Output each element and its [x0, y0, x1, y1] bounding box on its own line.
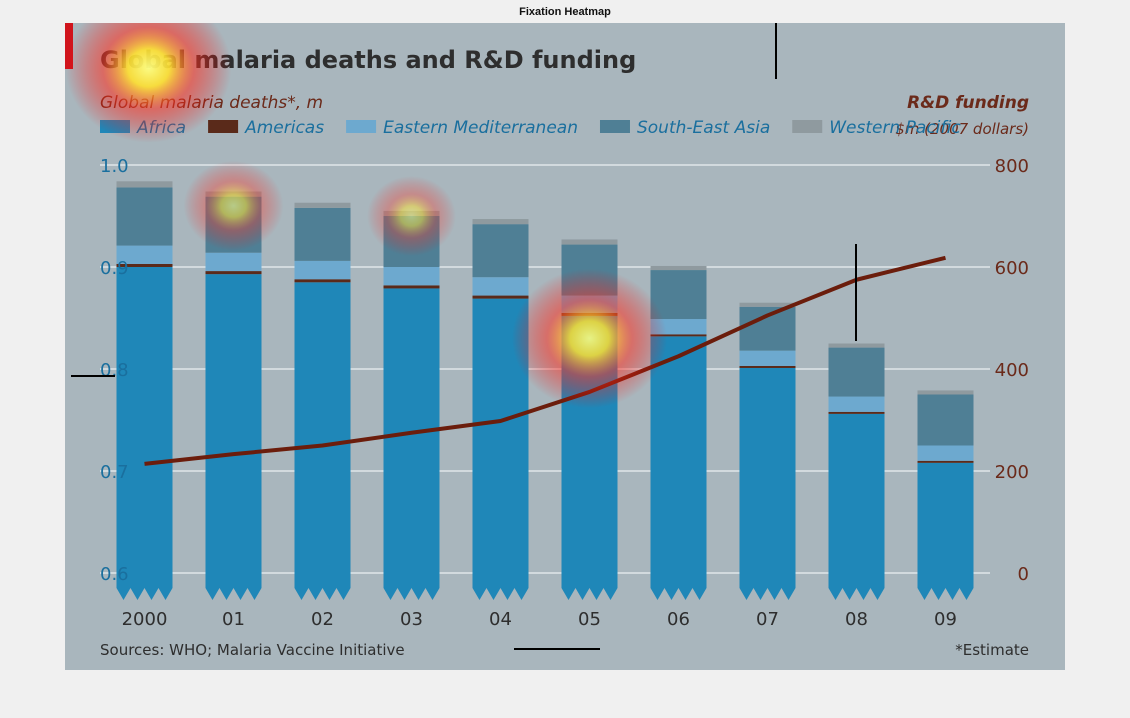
funding-line [144, 255, 946, 466]
axis-ticks: 0.6 0.7 0.8 0.9 1.0 0 200 400 600 800 2000 01 02 03 04… [100, 156, 1029, 630]
bar-break [739, 588, 796, 600]
legend-label: Western Pacific [829, 118, 961, 138]
bar-segment [294, 207, 351, 261]
fixation-blob [65, 23, 232, 143]
bar-segment [472, 295, 529, 299]
left-tick-label: 0.8 [100, 360, 129, 381]
bar-segment [472, 219, 529, 225]
left-tick-label: 0.7 [100, 462, 129, 483]
legend-swatch [599, 120, 630, 133]
right-axis-sublabel: $m (2007 dollars) [895, 120, 1029, 138]
bar-break [383, 588, 440, 600]
right-tick-label: 200 [995, 462, 1029, 483]
bar-segment [116, 245, 173, 264]
bar-segment [917, 462, 974, 588]
bar-break [828, 588, 885, 600]
bar-segment [205, 274, 262, 588]
bar-segment [739, 350, 796, 366]
legend-swatch [346, 120, 377, 133]
bar-segment [383, 267, 440, 286]
footnote: *Estimate [955, 641, 1029, 659]
bar-segment [828, 347, 885, 397]
legend-label: Americas [244, 118, 324, 138]
bar-segment [739, 367, 796, 588]
bar-segment [828, 413, 885, 588]
x-tick-label: 07 [756, 609, 779, 630]
fixation-heatmap [65, 23, 667, 409]
bar-break [561, 588, 618, 600]
bar-segment [294, 202, 351, 208]
bar-segment [116, 187, 173, 246]
bar-break [472, 588, 529, 600]
figure-title: Fixation Heatmap [519, 6, 611, 18]
fixation-marks [71, 23, 857, 650]
right-tick-label: 600 [995, 258, 1029, 279]
bar-segment [828, 343, 885, 348]
fixation-blob [512, 268, 667, 409]
source-note: Sources: WHO; Malaria Vaccine Initiative [100, 641, 405, 659]
bar-segment [739, 302, 796, 307]
x-tick-label: 05 [578, 609, 601, 630]
bar-segment [294, 282, 351, 588]
x-tick-label: 06 [667, 609, 690, 630]
bar-segment [917, 394, 974, 446]
bar-segment [383, 288, 440, 588]
bar-segment [828, 411, 885, 414]
bar-segment [294, 279, 351, 283]
bar-segment [383, 285, 440, 289]
bar-segment [116, 181, 173, 188]
left-tick-label: 1.0 [100, 156, 129, 177]
bar-segment [205, 271, 262, 275]
right-tick-label: 400 [995, 360, 1029, 381]
bar-segment [116, 267, 173, 588]
bar-segment [116, 263, 173, 267]
bar-segment [472, 277, 529, 296]
funding-line-path [144, 255, 946, 466]
x-tick-label: 02 [311, 609, 334, 630]
bar-break [917, 588, 974, 600]
x-tick-label: 08 [845, 609, 868, 630]
bar-break [650, 588, 707, 600]
bar-segment [917, 390, 974, 395]
legend-label: Eastern Mediterranean [383, 118, 578, 138]
bar-segment [739, 365, 796, 368]
fixation-blob [367, 175, 456, 257]
legend-swatch [208, 120, 239, 133]
bar-break [116, 588, 173, 600]
right-axis-label: R&D funding [907, 93, 1029, 113]
bar-segment [294, 260, 351, 280]
x-tick-label: 2000 [122, 609, 168, 630]
bar-segment [650, 336, 707, 588]
x-tick-label: 01 [222, 609, 245, 630]
bar-segment [917, 460, 974, 463]
legend-swatch [792, 120, 823, 133]
bar-break [205, 588, 262, 600]
bar-segment [828, 396, 885, 412]
bar-segment [205, 252, 262, 272]
bar-break [294, 588, 351, 600]
right-tick-label: 800 [995, 156, 1029, 177]
right-tick-label: 0 [1018, 564, 1029, 585]
legend: AfricaAmericasEastern MediterraneanSouth… [100, 118, 961, 138]
left-tick-label: 0.9 [100, 258, 129, 279]
chart-svg: Global malaria deaths and R&D funding Gl… [65, 23, 1029, 659]
fixation-blob [183, 160, 284, 251]
left-tick-label: 0.6 [100, 564, 129, 585]
x-tick-label: 09 [934, 609, 957, 630]
x-tick-label: 04 [489, 609, 512, 630]
bar-segment [472, 224, 529, 278]
bar-segment [650, 265, 707, 271]
bar-segment [917, 445, 974, 461]
brand-tag [65, 23, 73, 69]
chart-panel: Global malaria deaths and R&D funding Gl… [65, 23, 1065, 670]
x-tick-label: 03 [400, 609, 423, 630]
bar-segment [650, 334, 707, 337]
bar-segment [561, 239, 618, 245]
legend-label: South-East Asia [637, 118, 770, 138]
